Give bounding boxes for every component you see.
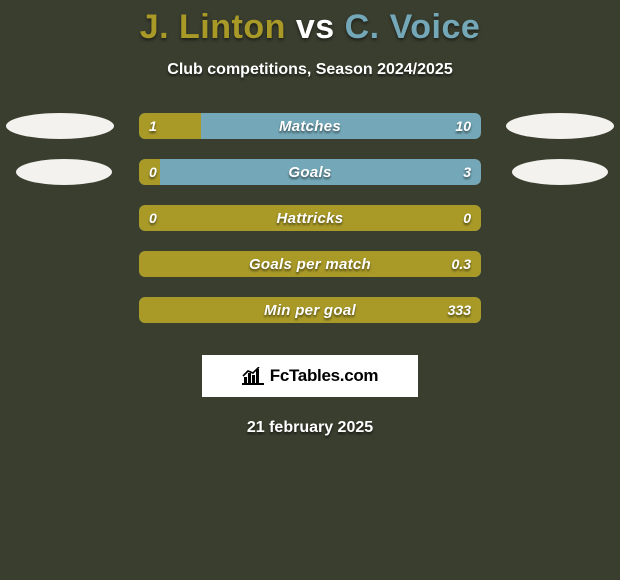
stat-bar: 03Goals (139, 159, 481, 185)
stat-bar: 0.3Goals per match (139, 251, 481, 277)
barchart-icon (242, 367, 264, 385)
stat-label: Matches (139, 113, 481, 139)
stat-rows: 110Matches 03Goals 00Hattricks 0.3Goals per… (0, 113, 620, 343)
stat-label: Goals (139, 159, 481, 185)
player-badge-right (512, 159, 608, 185)
stat-row: 110Matches (0, 113, 620, 139)
player2-name: C. Voice (345, 8, 481, 46)
stat-label: Hattricks (139, 205, 481, 231)
comparison-widget: J. Linton vs C. Voice Club competitions,… (0, 0, 620, 437)
player1-name: J. Linton (140, 8, 286, 46)
logo: FcTables.com (242, 366, 379, 386)
player-badge-left (6, 113, 114, 139)
stat-bar: 00Hattricks (139, 205, 481, 231)
player-badge-left (16, 159, 112, 185)
logo-box[interactable]: FcTables.com (202, 355, 418, 397)
stat-row: 00Hattricks (0, 205, 620, 231)
stat-row: 03Goals (0, 159, 620, 185)
stat-label: Min per goal (139, 297, 481, 323)
stat-label: Goals per match (139, 251, 481, 277)
page-title: J. Linton vs C. Voice (0, 8, 620, 47)
stat-row: 333Min per goal (0, 297, 620, 323)
vs-text: vs (296, 8, 335, 46)
stat-bar: 110Matches (139, 113, 481, 139)
stat-row: 0.3Goals per match (0, 251, 620, 277)
logo-text: FcTables.com (270, 366, 379, 386)
date-text: 21 february 2025 (0, 419, 620, 437)
stat-bar: 333Min per goal (139, 297, 481, 323)
subtitle: Club competitions, Season 2024/2025 (0, 61, 620, 79)
player-badge-right (506, 113, 614, 139)
